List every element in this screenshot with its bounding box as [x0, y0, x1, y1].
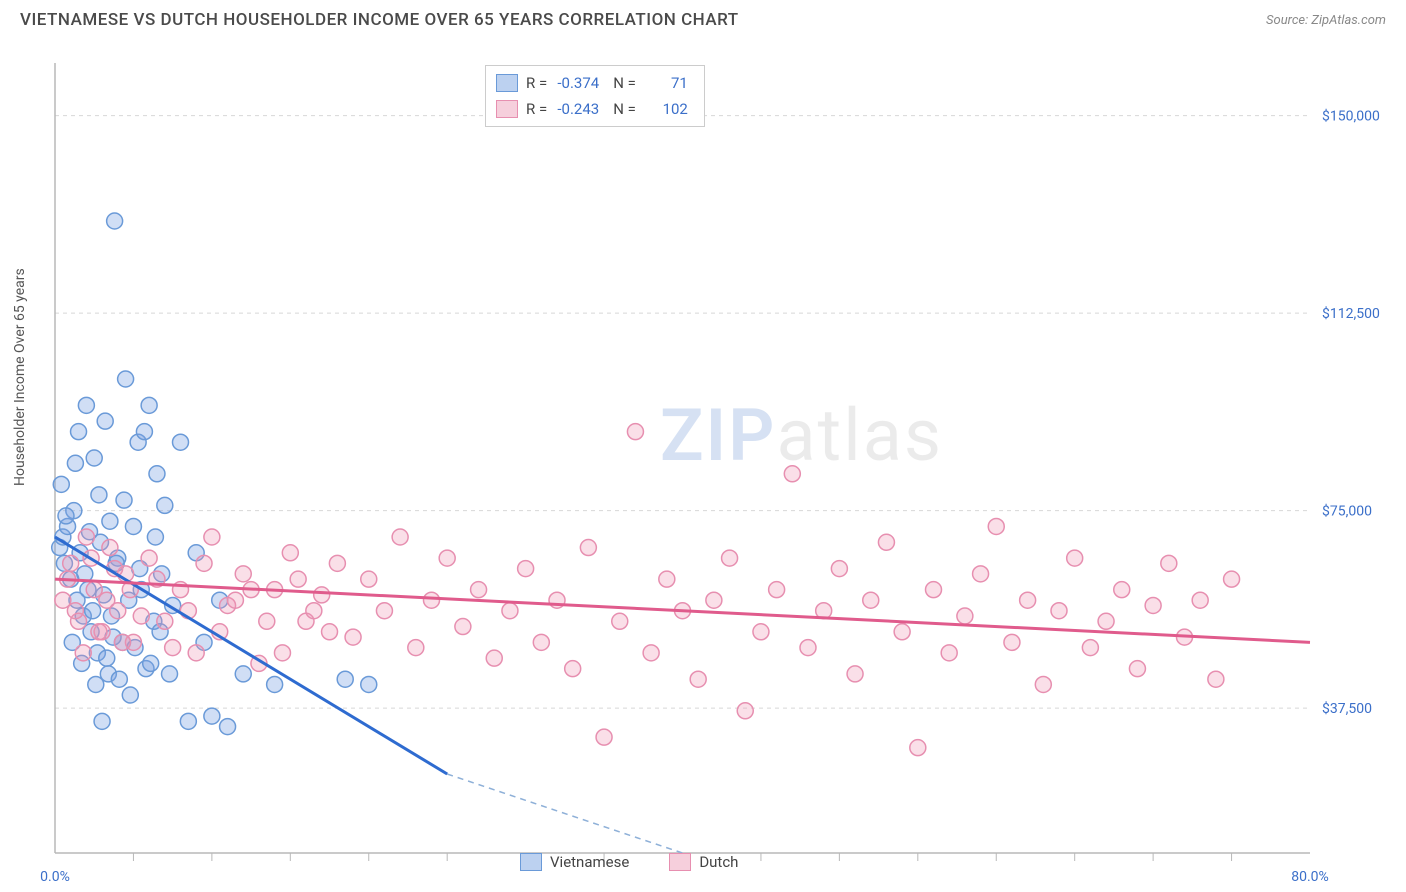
- svg-text:$112,500: $112,500: [1322, 305, 1380, 322]
- legend-swatch-vietnamese: [520, 853, 542, 871]
- svg-text:0.0%: 0.0%: [40, 869, 70, 885]
- chart-source: Source: ZipAtlas.com: [1266, 13, 1386, 28]
- legend-item-vietnamese: Vietnamese: [520, 853, 629, 871]
- scatter-plot: $37,500 $75,000 $112,500 $150,000 0.0% 80.0%: [0, 38, 1406, 888]
- legend-swatch-dutch: [669, 853, 691, 871]
- chart-area: Householder Income Over 65 years $37,500…: [0, 38, 1406, 888]
- chart-header: VIETNAMESE VS DUTCH HOUSEHOLDER INCOME O…: [0, 0, 1406, 38]
- legend-item-dutch: Dutch: [669, 853, 738, 871]
- bottom-legend: Vietnamese Dutch: [520, 853, 738, 871]
- stats-row-vietnamese: R = -0.374 N = 71: [496, 70, 694, 96]
- stats-row-dutch: R = -0.243 N = 102: [496, 96, 694, 122]
- svg-text:$150,000: $150,000: [1322, 108, 1380, 125]
- swatch-vietnamese: [496, 74, 518, 92]
- svg-text:$75,000: $75,000: [1322, 503, 1372, 520]
- svg-text:$37,500: $37,500: [1322, 700, 1372, 717]
- stats-legend: R = -0.374 N = 71 R = -0.243 N = 102: [485, 65, 705, 127]
- svg-text:80.0%: 80.0%: [1291, 869, 1329, 885]
- chart-title: VIETNAMESE VS DUTCH HOUSEHOLDER INCOME O…: [20, 10, 739, 30]
- swatch-dutch: [496, 100, 518, 118]
